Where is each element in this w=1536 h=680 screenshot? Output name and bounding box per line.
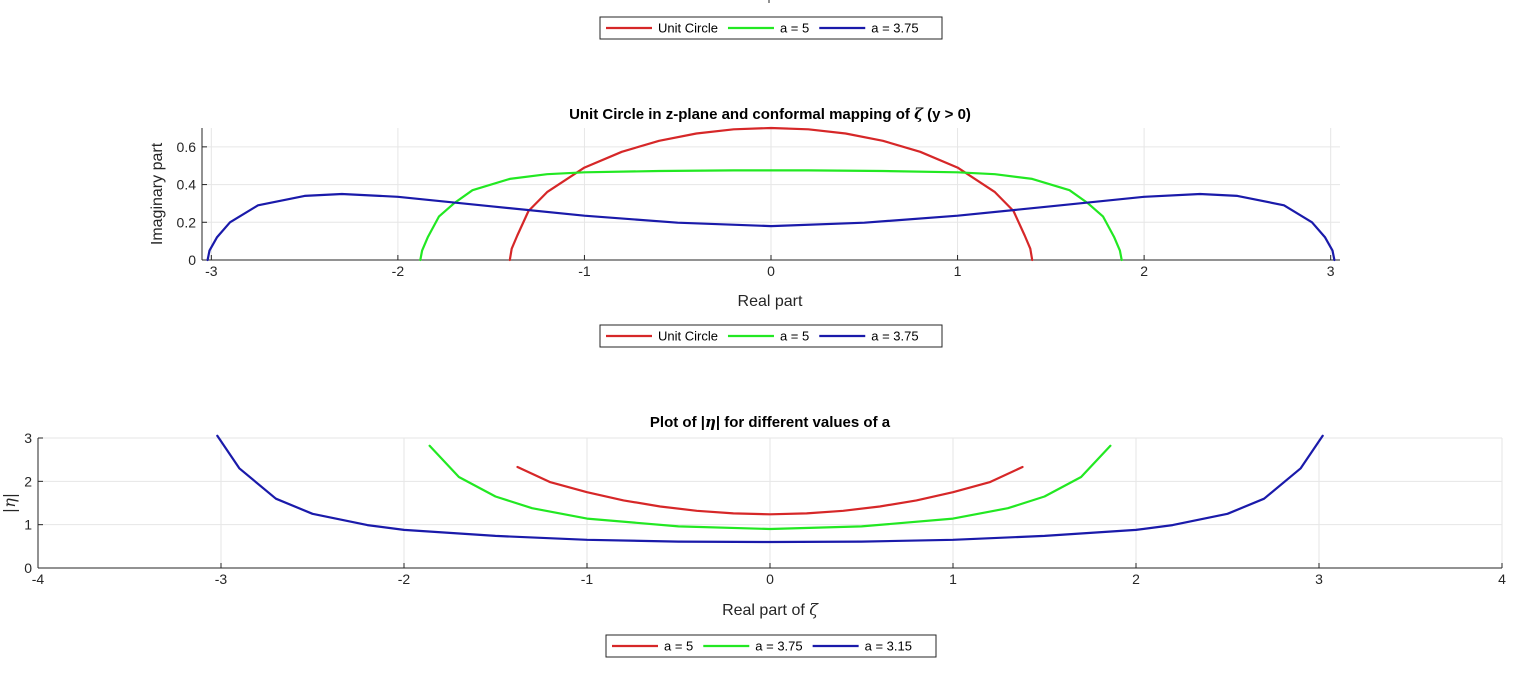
- eta-y-tick-label: 2: [24, 473, 32, 489]
- eta-legend-box: [605, 634, 937, 658]
- conformal-x-tick-label: 2: [1140, 263, 1148, 279]
- eta-series-a-3-15: [216, 434, 1324, 544]
- top-legend-label: Unit Circle: [658, 21, 718, 36]
- eta-magnitude-xlabel: Real part of ζ: [722, 600, 819, 619]
- eta-magnitude-legend: a = 5 a = 3.75 a = 3.15: [605, 634, 937, 658]
- zeta-symbol: ζ: [914, 105, 924, 123]
- eta-x-tick-label: 1: [949, 571, 957, 587]
- conformal-mapping-legend: Unit Circle a = 5 a = 3.75: [599, 324, 943, 348]
- eta-y-tick-label: 3: [24, 430, 32, 446]
- conformal-mapping-plot-area: -3 -2 -1 0 1 2 3 0 0.2 0.4 0.6: [177, 126, 1340, 279]
- conformal-mapping-ylabel: Imaginary part: [149, 142, 166, 245]
- eta-magnitude-title: Plot of |η| for different values of a: [650, 413, 891, 431]
- conformal-mapping-xlabel: Real part: [738, 293, 803, 310]
- conformal-y-tick-label: 0: [188, 252, 196, 268]
- top-legend-label: a = 3.75: [871, 21, 918, 36]
- conformal-series-unit-circle: [508, 126, 1034, 262]
- conformal-x-tick-label: 3: [1327, 263, 1335, 279]
- eta-x-tick-label: -1: [581, 571, 594, 587]
- eta-magnitude-ylabel: |η|: [0, 493, 19, 513]
- eta-legend-label: a = 3.15: [865, 639, 912, 654]
- conformal-x-tick-label: 1: [954, 263, 962, 279]
- eta-series-a-3-75: [428, 444, 1112, 531]
- conformal-series-a-5: [419, 169, 1123, 262]
- conformal-y-tick-label: 0.6: [177, 139, 197, 155]
- top-legend-label: a = 5: [780, 21, 809, 36]
- conformal-x-tick-label: -1: [578, 263, 591, 279]
- eta-y-tick-label: 0: [24, 560, 32, 576]
- conformal-x-tick-label: -2: [392, 263, 405, 279]
- eta-x-tick-label: 4: [1498, 571, 1506, 587]
- zeta-symbol: ζ: [809, 600, 819, 619]
- conformal-mapping-title: Unit Circle in z-plane and conformal map…: [569, 105, 971, 123]
- eta-magnitude-chart: Plot of |η| for different values of a -4…: [0, 413, 1506, 658]
- eta-y-tick-label: 1: [24, 517, 32, 533]
- eta-x-tick-label: -4: [32, 571, 45, 587]
- eta-legend-label: a = 3.75: [755, 639, 802, 654]
- top-chart: Unit Circle a = 5 a = 3.75: [599, 0, 943, 40]
- eta-x-tick-label: 3: [1315, 571, 1323, 587]
- top-chart-legend: Unit Circle a = 5 a = 3.75: [599, 16, 943, 40]
- conformal-legend-label: a = 3.75: [871, 329, 918, 344]
- eta-x-tick-label: 2: [1132, 571, 1140, 587]
- conformal-y-tick-label: 0.4: [177, 177, 197, 193]
- eta-x-tick-label: 0: [766, 571, 774, 587]
- eta-x-tick-label: -3: [215, 571, 228, 587]
- conformal-y-tick-label: 0.2: [177, 214, 197, 230]
- eta-x-tick-label: -2: [398, 571, 411, 587]
- conformal-legend-label: Unit Circle: [658, 329, 718, 344]
- conformal-x-tick-label: -3: [205, 263, 218, 279]
- conformal-mapping-chart: Unit Circle in z-plane and conformal map…: [149, 105, 1340, 348]
- eta-series-a-5: [516, 465, 1024, 516]
- conformal-series-a-3-75: [206, 192, 1336, 262]
- conformal-legend-label: a = 5: [780, 329, 809, 344]
- eta-symbol: η: [705, 413, 716, 431]
- eta-legend-label: a = 5: [664, 639, 693, 654]
- conformal-x-tick-label: 0: [767, 263, 775, 279]
- eta-magnitude-plot-area: -4 -3 -2 -1 0 1 2 3 4 0 1 2 3: [24, 430, 1506, 587]
